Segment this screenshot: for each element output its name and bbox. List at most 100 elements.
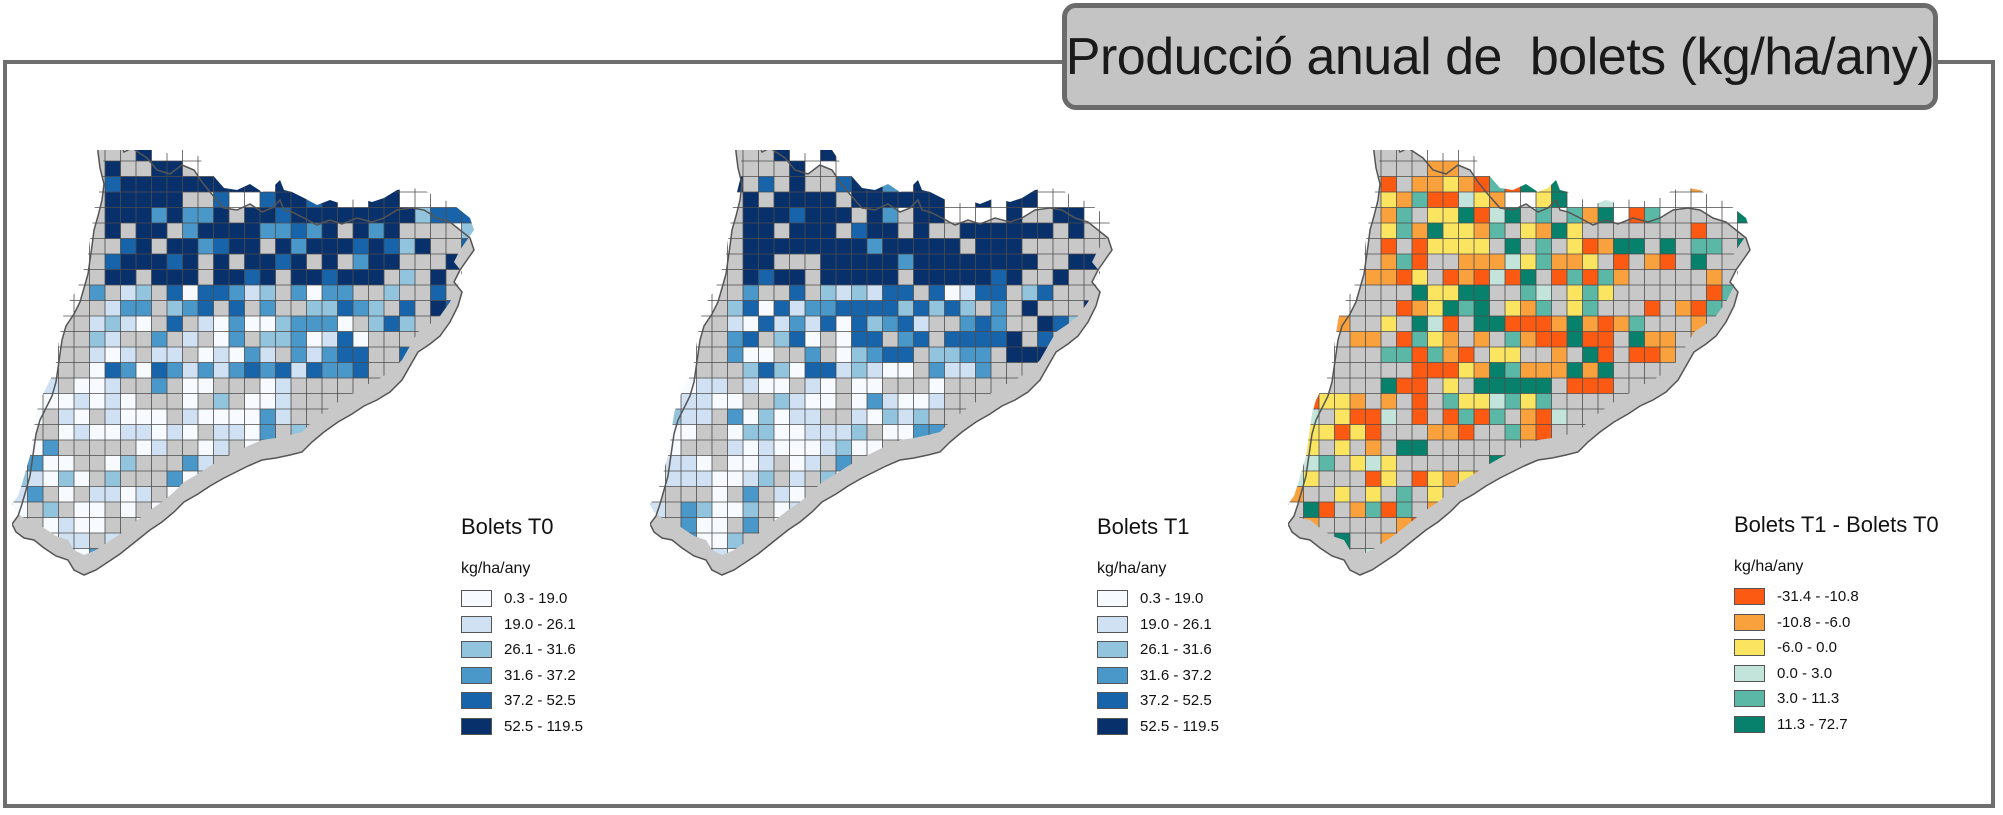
- grid-cell: [151, 409, 167, 425]
- grid-cell: [1458, 285, 1474, 301]
- grid-cell: [1288, 393, 1304, 409]
- grid-cell: [851, 347, 867, 363]
- grid-cell: [929, 238, 945, 254]
- grid-cell: [1505, 533, 1521, 549]
- grid-cell: [477, 347, 493, 363]
- grid-cell: [1644, 300, 1660, 316]
- grid-cell: [820, 533, 836, 549]
- grid-cell: [650, 455, 666, 471]
- grid-cell: [1412, 393, 1428, 409]
- grid-cell: [1303, 471, 1319, 487]
- grid-cell: [151, 424, 167, 440]
- grid-cell: [789, 362, 805, 378]
- grid-cell: [820, 517, 836, 533]
- grid-cell: [1443, 533, 1459, 549]
- grid-cell: [1288, 471, 1304, 487]
- grid-cell: [74, 533, 90, 549]
- grid-cell: [399, 316, 415, 332]
- grid-cell: [1381, 393, 1397, 409]
- grid-cell: [743, 285, 759, 301]
- grid-cell: [120, 502, 136, 518]
- grid-cell: [229, 269, 245, 285]
- grid-cell: [805, 455, 821, 471]
- grid-cell: [1006, 223, 1022, 239]
- grid-cell: [1474, 223, 1490, 239]
- grid-cell: [260, 424, 276, 440]
- grid-cell: [1288, 580, 1304, 596]
- grid-cell: [913, 238, 929, 254]
- grid-cell: [1412, 362, 1428, 378]
- grid-cell: [1505, 393, 1521, 409]
- grid-cell: [1319, 502, 1335, 518]
- grid-cell: [1520, 285, 1536, 301]
- legend-label: -31.4 - -10.8: [1777, 588, 1859, 606]
- grid-cell: [1412, 238, 1428, 254]
- grid-cell: [1412, 580, 1428, 596]
- grid-cell: [1613, 269, 1629, 285]
- grid-cell: [913, 269, 929, 285]
- grid-cell: [696, 517, 712, 533]
- grid-cell: [368, 238, 384, 254]
- grid-cell: [1551, 502, 1567, 518]
- grid-cell: [1006, 347, 1022, 363]
- grid-cell: [213, 207, 229, 223]
- grid-cell: [1706, 285, 1722, 301]
- grid-cell: [836, 362, 852, 378]
- grid-cell: [696, 455, 712, 471]
- grid-cell: [1753, 150, 1769, 161]
- grid-cell: [1381, 207, 1397, 223]
- grid-cell: [12, 580, 28, 596]
- grid-cell: [1412, 192, 1428, 208]
- grid-cell: [743, 254, 759, 270]
- grid-cell: [1613, 254, 1629, 270]
- grid-cell: [182, 424, 198, 440]
- grid-cell: [1676, 564, 1692, 580]
- grid-cell: [898, 254, 914, 270]
- grid-cell: [1396, 269, 1412, 285]
- grid-cell: [898, 238, 914, 254]
- grid-cell: [1536, 223, 1552, 239]
- grid-cell: [1443, 347, 1459, 363]
- grid-cell: [229, 300, 245, 316]
- grid-cell: [1381, 502, 1397, 518]
- grid-cell: [836, 424, 852, 440]
- grid-cell: [1412, 548, 1428, 555]
- grid-cell: [120, 300, 136, 316]
- grid-cell: [27, 548, 43, 555]
- grid-cell: [213, 424, 229, 440]
- grid-cell: [1598, 347, 1614, 363]
- grid-cell: [1536, 316, 1552, 332]
- grid-cell: [1365, 424, 1381, 440]
- grid-cell: [1567, 285, 1583, 301]
- grid-cell: [1288, 424, 1304, 440]
- grid-cell: [805, 378, 821, 394]
- grid-cell: [322, 238, 338, 254]
- grid-cell: [1022, 254, 1038, 270]
- grid-cell: [1365, 331, 1381, 347]
- grid-cell: [337, 238, 353, 254]
- legend-swatch: [1734, 690, 1765, 708]
- grid-cell: [712, 393, 728, 409]
- grid-cell: [727, 424, 743, 440]
- grid-cell: [727, 455, 743, 471]
- grid-cell: [384, 285, 400, 301]
- grid-cell: [1099, 316, 1112, 332]
- grid-cell: [322, 192, 338, 208]
- grid-cell: [1536, 300, 1552, 316]
- grid-cell: [136, 192, 152, 208]
- grid-cell: [1598, 192, 1614, 208]
- legend-swatch: [1097, 641, 1128, 659]
- grid-cell: [743, 440, 759, 456]
- grid-cell: [851, 254, 867, 270]
- grid-cell: [151, 269, 167, 285]
- grid-cell: [867, 409, 883, 425]
- grid-cell: [58, 409, 74, 425]
- grid-cell: [1412, 223, 1428, 239]
- grid-cell: [1474, 393, 1490, 409]
- grid-cell: [1006, 238, 1022, 254]
- grid-cell: [384, 254, 400, 270]
- legend-item: -31.4 - -10.8: [1734, 584, 1939, 610]
- legend-label: 52.5 - 119.5: [1140, 717, 1219, 735]
- map-bolets-difference: [1288, 150, 1769, 596]
- grid-cell: [322, 331, 338, 347]
